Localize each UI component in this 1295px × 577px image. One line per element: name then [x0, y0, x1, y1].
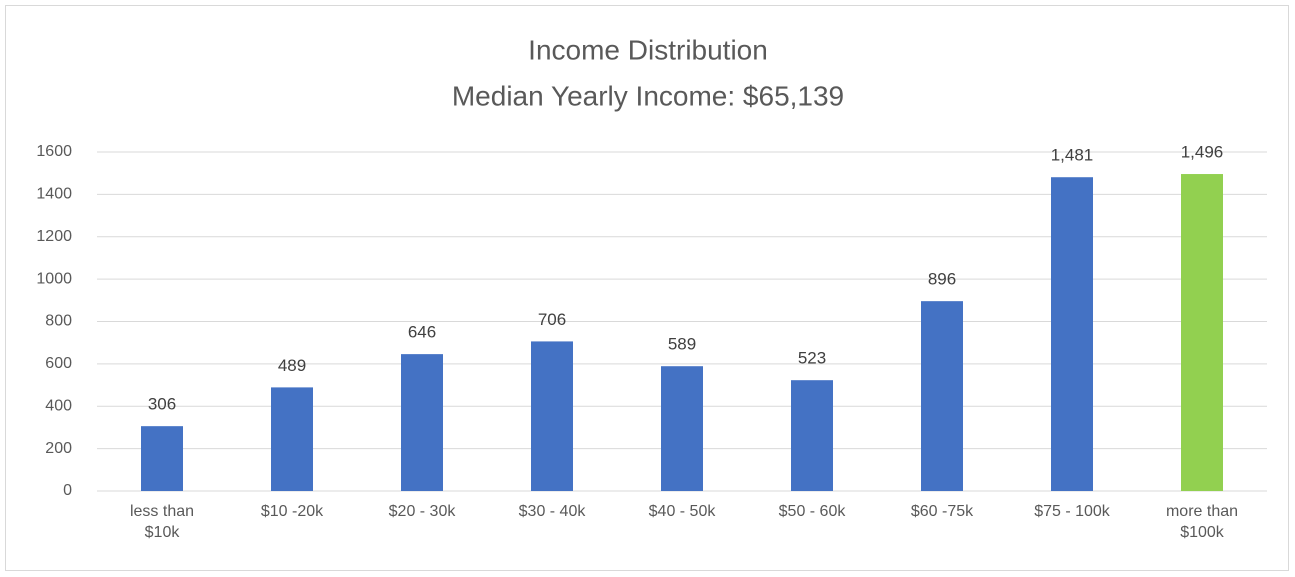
- chart-title: Income Distribution: [528, 34, 768, 65]
- y-tick-label: 200: [45, 440, 72, 457]
- bar: [531, 341, 573, 491]
- x-tick-wrap: $50 - 60k: [778, 503, 846, 520]
- x-tick-label: less than $10k: [129, 503, 195, 541]
- data-label: 489: [278, 356, 306, 375]
- bar: [921, 301, 963, 491]
- data-label: 1,481: [1051, 146, 1094, 165]
- x-tick-label: $20 - 30k: [388, 503, 456, 520]
- x-tick-wrap: $40 - 50k: [648, 503, 716, 520]
- bar: [1181, 174, 1223, 491]
- x-tick-wrap: $60 -75k: [910, 503, 974, 520]
- chart-subtitle: Median Yearly Income: $65,139: [452, 80, 844, 111]
- data-label: 706: [538, 310, 566, 329]
- y-tick-label: 0: [63, 482, 72, 499]
- x-tick-label: $60 -75k: [910, 503, 974, 520]
- x-tick-wrap: more than $100k: [1165, 503, 1239, 541]
- data-label: 646: [408, 323, 436, 342]
- data-label: 306: [148, 395, 176, 414]
- x-tick-label: $50 - 60k: [778, 503, 846, 520]
- data-label: 589: [668, 335, 696, 354]
- bar: [791, 380, 833, 491]
- data-label: 1,496: [1181, 143, 1224, 162]
- x-tick-wrap: $20 - 30k: [388, 503, 456, 520]
- data-label: 896: [928, 270, 956, 289]
- y-tick-label: 1000: [36, 270, 72, 287]
- x-tick-wrap: $30 - 40k: [518, 503, 586, 520]
- y-tick-label: 1400: [36, 186, 72, 203]
- bar: [661, 366, 703, 491]
- y-tick-label: 400: [45, 397, 72, 414]
- x-tick-wrap: $10 -20k: [260, 503, 324, 520]
- data-label: 523: [798, 349, 826, 368]
- bar: [271, 387, 313, 491]
- y-tick-label: 600: [45, 355, 72, 372]
- bar: [141, 426, 183, 491]
- y-tick-label: 1200: [36, 228, 72, 245]
- x-tick-wrap: less than $10k: [129, 503, 195, 541]
- x-tick-label: $30 - 40k: [518, 503, 586, 520]
- x-tick-label: $75 - 100k: [1034, 503, 1110, 520]
- bar: [401, 354, 443, 491]
- x-tick-label: more than $100k: [1165, 503, 1239, 541]
- x-tick-wrap: $75 - 100k: [1034, 503, 1110, 520]
- y-tick-label: 800: [45, 313, 72, 330]
- x-tick-label: $10 -20k: [260, 503, 324, 520]
- x-tick-label: $40 - 50k: [648, 503, 716, 520]
- bar: [1051, 177, 1093, 491]
- y-tick-label: 1600: [36, 143, 72, 160]
